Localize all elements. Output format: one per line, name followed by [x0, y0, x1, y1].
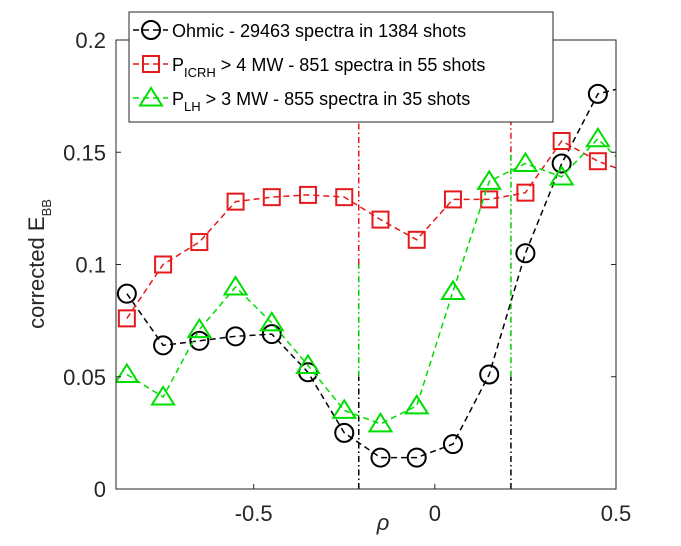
- lh-data-point: [367, 412, 394, 433]
- legend-entry-ohmic: Ohmic - 29463 spectra in 1384 shots: [172, 21, 466, 41]
- lh-data-point: [512, 151, 539, 172]
- icrh-data-point: [299, 185, 318, 204]
- y-tick-label: 0.1: [75, 253, 106, 278]
- x-tick-label: 0.5: [601, 501, 632, 526]
- legend-entry-icrh: PICRH > 4 MW - 851 spectra in 55 shots: [172, 55, 485, 80]
- ohmic-data-point: [479, 364, 500, 385]
- legend-box: [128, 11, 554, 123]
- lh-data-point: [331, 398, 358, 419]
- lh-data-point: [258, 310, 285, 332]
- y-tick-label: 0.2: [75, 28, 106, 53]
- icrh-series-line: [126, 140, 616, 319]
- lh-data-point: [295, 353, 321, 375]
- lh-data-point: [476, 169, 502, 190]
- ohmic-data-point: [225, 326, 246, 347]
- ohmic-data-point: [406, 447, 427, 468]
- y-tick-label: 0.05: [63, 365, 106, 390]
- icrh-data-point: [226, 192, 245, 211]
- y-axis-label: corrected EBB: [24, 199, 54, 329]
- icrh-data-point: [190, 233, 209, 252]
- lh-data-point: [150, 385, 176, 406]
- icrh-data-point: [480, 190, 499, 209]
- ohmic-data-point: [587, 83, 608, 104]
- lh-data-point: [222, 275, 249, 296]
- lh-series-line: [126, 137, 616, 425]
- icrh-data-point: [407, 230, 426, 249]
- ohmic-data-point: [189, 330, 210, 351]
- x-tick-label: 0: [429, 501, 441, 526]
- legend: Ohmic - 29463 spectra in 1384 shots PICRH…: [128, 11, 554, 123]
- icrh-data-point: [443, 190, 462, 209]
- lh-data-point: [440, 279, 466, 300]
- legend-marker-square: [142, 55, 160, 73]
- lh-data-point: [403, 394, 430, 415]
- y-tick-label: 0: [94, 477, 106, 502]
- lh-data-point: [585, 126, 611, 148]
- icrh-data-point: [154, 255, 173, 274]
- lh-data-point: [116, 362, 140, 384]
- lh-data-point: [623, 165, 645, 183]
- icrh-data-point: [371, 210, 390, 229]
- legend-entry-lh: PLH > 3 MW - 855 spectra in 35 shots: [172, 89, 470, 114]
- icrh-data-point: [335, 188, 354, 207]
- x-axis-label: ρ: [376, 510, 390, 535]
- lh-data-point: [186, 317, 213, 339]
- ohmic-data-point: [334, 422, 355, 443]
- icrh-data-point: [552, 132, 571, 151]
- y-tick-label: 0.15: [63, 140, 106, 165]
- legend-marker-triangle: [138, 86, 164, 107]
- icrh-data-point: [516, 183, 535, 202]
- lh-data-point: [548, 165, 575, 186]
- icrh-data-point: [262, 188, 281, 207]
- ohmic-data-point: [515, 243, 536, 264]
- ohmic-data-point: [551, 153, 572, 174]
- ohmic-data-point: [442, 434, 463, 455]
- x-tick-label: -0.5: [235, 501, 273, 526]
- icrh-data-point: [588, 152, 607, 171]
- icrh-data-point: [626, 167, 642, 183]
- ohmic-series-line: [126, 88, 616, 459]
- ohmic-data-point: [153, 335, 174, 356]
- legend-marker-circle: [141, 20, 161, 40]
- ohmic-data-point: [116, 283, 137, 304]
- ohmic-data-point: [370, 447, 391, 468]
- ohmic-data-point: [625, 76, 643, 94]
- icrh-data-point: [117, 309, 136, 328]
